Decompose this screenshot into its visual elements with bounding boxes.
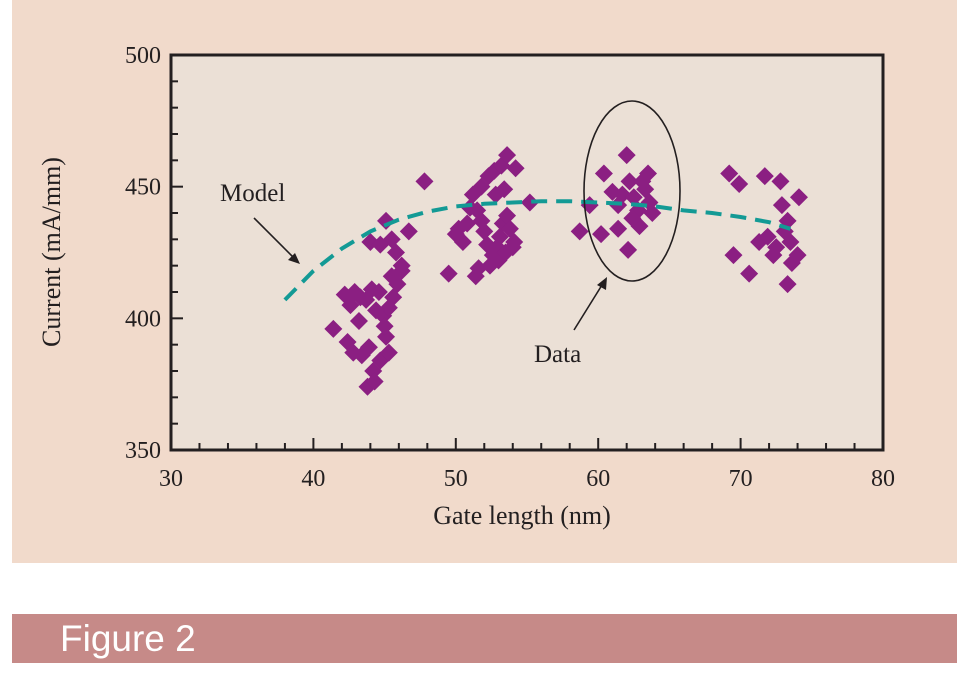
y-tick-label: 450 xyxy=(125,175,161,201)
model-arrowhead xyxy=(288,253,300,264)
data-arrowhead xyxy=(597,277,607,290)
figure-panel: 30 40 50 60 70 80 350 400 450 500 Model Data Gat… xyxy=(12,0,957,563)
y-tick-label: 500 xyxy=(125,43,161,69)
data-point xyxy=(520,193,539,212)
data-point xyxy=(375,317,394,336)
data-point xyxy=(365,372,384,391)
data-points xyxy=(324,146,808,396)
data-point xyxy=(740,264,759,283)
y-tick-label: 350 xyxy=(125,438,161,464)
data-point xyxy=(349,311,368,330)
x-axis-title: Gate length (nm) xyxy=(433,501,611,530)
data-point xyxy=(506,159,525,178)
data-point xyxy=(392,256,411,275)
data-point xyxy=(609,219,628,238)
data-point xyxy=(720,164,739,183)
y-axis-tick-labels: 350 400 450 500 xyxy=(125,43,161,464)
data-point xyxy=(758,227,777,246)
data-point xyxy=(771,172,790,191)
x-tick-label: 30 xyxy=(159,466,183,492)
data-highlight-ellipse xyxy=(583,100,681,282)
data-point xyxy=(503,238,522,257)
plot-area xyxy=(169,53,885,452)
data-point xyxy=(623,209,642,228)
data-annotation: Data xyxy=(534,341,581,368)
y-axis-title: Current (mA/mm) xyxy=(37,157,66,347)
data-point xyxy=(782,254,801,273)
data-point xyxy=(439,264,458,283)
x-axis-tick-labels: 30 40 50 60 70 80 xyxy=(159,466,895,492)
data-point xyxy=(778,275,797,294)
model-annotation: Model xyxy=(220,180,285,207)
data-point xyxy=(386,243,405,262)
x-tick-label: 50 xyxy=(444,466,468,492)
data-point xyxy=(415,172,434,191)
y-axis-ticks xyxy=(171,54,183,451)
data-point xyxy=(359,338,378,357)
data-point xyxy=(371,235,390,254)
data-point xyxy=(730,175,749,194)
data-point xyxy=(498,206,517,225)
data-point xyxy=(789,188,808,207)
data-point xyxy=(377,327,396,346)
data-point xyxy=(788,246,807,265)
data-point xyxy=(382,267,401,286)
data-point xyxy=(486,185,505,204)
data-point xyxy=(399,222,418,241)
data-point xyxy=(639,164,658,183)
data-point xyxy=(377,211,396,230)
data-point xyxy=(379,343,398,362)
x-tick-label: 80 xyxy=(871,466,895,492)
data-point xyxy=(767,238,786,257)
data-point xyxy=(570,222,589,241)
model-pointer-arrow xyxy=(253,217,294,258)
data-point xyxy=(449,219,468,238)
data-point xyxy=(594,164,613,183)
data-point xyxy=(592,225,611,244)
y-tick-label: 400 xyxy=(125,306,161,332)
chart: 30 40 50 60 70 80 350 400 450 500 Model Data Gat… xyxy=(37,43,895,530)
x-tick-label: 60 xyxy=(586,466,610,492)
data-pointer-arrow xyxy=(573,284,603,331)
data-point xyxy=(498,146,517,165)
data-point xyxy=(367,301,386,320)
data-point xyxy=(472,177,491,196)
data-point xyxy=(324,319,343,338)
x-tick-label: 40 xyxy=(301,466,325,492)
model-curve xyxy=(283,199,791,302)
data-point xyxy=(772,196,791,215)
data-point xyxy=(369,283,388,301)
figure-caption: Figure 2 xyxy=(60,618,196,659)
data-point xyxy=(475,222,494,241)
data-point xyxy=(620,172,639,191)
x-tick-label: 70 xyxy=(729,466,753,492)
data-point xyxy=(755,167,774,186)
data-point xyxy=(617,146,636,165)
data-point xyxy=(619,240,638,259)
data-point xyxy=(724,246,743,265)
data-point xyxy=(781,232,800,251)
x-axis-ticks xyxy=(170,438,884,450)
caption-bar: Figure 2 xyxy=(12,614,957,663)
